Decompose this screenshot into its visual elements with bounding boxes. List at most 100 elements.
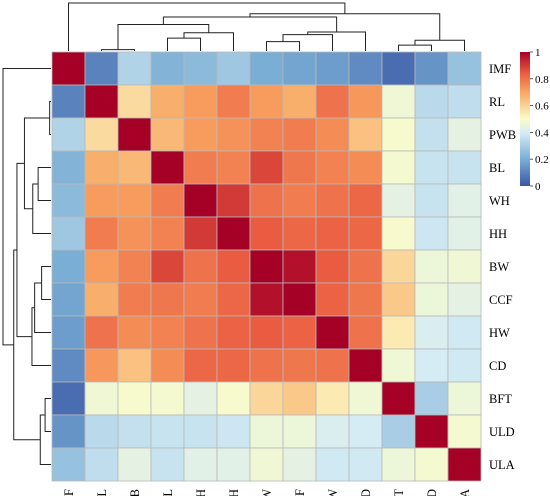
dendrogram-branch [282,34,333,51]
column-label: BL [161,489,175,496]
heatmap-cell [150,381,185,416]
heatmap-cell [51,150,86,185]
heatmap-cell [183,381,218,416]
heatmap-cell [348,249,383,284]
heatmap-cell [447,150,482,185]
heatmap-cell [117,249,152,284]
heatmap-cell [183,282,218,317]
heatmap-cell [414,150,449,185]
heatmap-cell [216,381,251,416]
heatmap-cell [117,216,152,251]
heatmap-cell [84,117,119,152]
row-label: CCF [489,293,513,307]
heatmap-cell [216,282,251,317]
legend-ticks: 1 0.8 0.6 0.4 0.2 0 [530,47,549,193]
heatmap-cell [315,84,350,119]
heatmap-cell [51,249,86,284]
heatmap-cell [315,282,350,317]
heatmap-cell [216,348,251,383]
heatmap-cell [150,183,185,218]
heatmap-cell [282,315,317,350]
heatmap-cell [348,183,383,218]
heatmap-cell [447,348,482,383]
heatmap-cell [447,183,482,218]
row-label: BL [489,161,505,175]
legend-tick-label: 1 [535,47,541,59]
heatmap-cell [183,117,218,152]
column-labels: IMF RL PWB BL WH HH BW CCF HW CD BFT ULD ULA [62,489,472,496]
row-dendrogram [2,68,51,465]
heatmap-cell [282,447,317,482]
heatmap-cell [249,216,284,251]
heatmap-cell [381,84,416,119]
heatmap-cell [282,51,317,86]
heatmap-cell [381,117,416,152]
heatmap-cell [216,447,251,482]
dendrogram-branch [37,167,51,201]
dendrogram-branch [414,39,465,51]
heatmap-cell [414,117,449,152]
heatmap-cell [216,183,251,218]
heatmap-cell [282,150,317,185]
heatmap-cell [117,282,152,317]
row-label: BFT [489,392,512,406]
heatmap-cell [315,348,350,383]
heatmap-cell [447,282,482,317]
heatmap-cell [414,51,449,86]
heatmap-cell [51,414,86,449]
heatmap-cell [84,381,119,416]
heatmap-cell [51,381,86,416]
heatmap-cell [84,150,119,185]
heatmap-cell [249,84,284,119]
heatmap-cell [282,216,317,251]
heatmap-cell [249,348,284,383]
heatmap-cell [381,348,416,383]
heatmap-cell [51,282,86,317]
heatmap-cell [84,315,119,350]
heatmap-cell [282,414,317,449]
dendrogram-branch [183,32,234,51]
column-label: IMF [62,489,76,496]
dendrogram-branch [34,282,51,333]
heatmap-cell [216,414,251,449]
column-label: PWB [128,489,142,496]
column-label: CCF [293,489,307,496]
heatmap-cell [381,282,416,317]
heatmap-cell [51,216,86,251]
heatmap-cell [249,414,284,449]
heatmap-cell [84,348,119,383]
heatmap-cell [150,51,185,86]
heatmap-cell [315,447,350,482]
heatmap-cell [249,447,284,482]
heatmap-cell [150,414,185,449]
column-label: RL [95,489,109,496]
heatmap-cell [381,381,416,416]
heatmap-cell [315,249,350,284]
heatmap-cell [348,447,383,482]
heatmap-cell [51,315,86,350]
dendrogram-branch [101,49,135,51]
dendrogram-branch [167,37,201,51]
heatmap-cell [117,84,152,119]
legend-tick-label: 0 [535,181,541,193]
dendrogram-branch [44,398,51,432]
heatmap-cell [84,414,119,449]
heatmap-cell [381,447,416,482]
heatmap-cell [447,51,482,86]
row-label: ULD [489,425,515,439]
column-label: CD [359,489,373,496]
heatmap-cell [84,216,119,251]
heatmap-cell [414,216,449,251]
heatmap-cell [51,84,86,119]
heatmap-cell [381,414,416,449]
legend-tick-label: 0.2 [535,154,549,166]
row-label: BW [489,260,509,274]
heatmap-cell [183,84,218,119]
row-label: HW [489,326,510,340]
heatmap-cell [447,447,482,482]
dendrogram-branch [266,41,300,51]
heatmap-cells [51,51,482,482]
dendrogram-branch [39,414,51,465]
heatmap-cell [414,84,449,119]
